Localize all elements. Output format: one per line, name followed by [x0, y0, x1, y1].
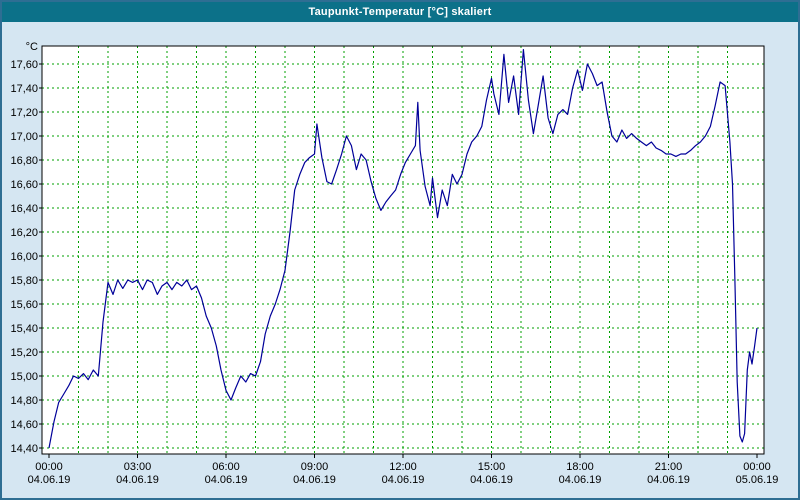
x-tick-time-label: 00:00 — [35, 461, 63, 473]
x-tick-time-label: 12:00 — [389, 461, 417, 473]
x-tick-date-label: 04.06.19 — [470, 474, 513, 486]
x-tick-time-label: 15:00 — [478, 461, 506, 473]
y-tick-label: 16,60 — [10, 179, 38, 191]
x-tick-date-label: 04.06.19 — [116, 474, 159, 486]
y-axis-unit-label: °C — [26, 41, 38, 53]
chart-container: 00:00 04.06.19 03:00 04.06.19 06:00 04.06.19 0… — [2, 22, 798, 498]
y-tick-label: 14,40 — [10, 443, 38, 455]
y-tick-label: 15,60 — [10, 299, 38, 311]
y-tick-label: 17,60 — [10, 59, 38, 71]
x-tick-time-label: 03:00 — [124, 461, 152, 473]
y-tick-label: 16,00 — [10, 251, 38, 263]
x-tick-date-label: 04.06.19 — [559, 474, 602, 486]
x-tick-date-label: 04.06.19 — [28, 474, 71, 486]
title-bar: Taupunkt-Temperatur [°C] skaliert — [2, 2, 798, 22]
y-tick-label: 14,80 — [10, 395, 38, 407]
x-tick-date-label: 04.06.19 — [647, 474, 690, 486]
dew-point-chart: 00:0004.06.1903:0004.06.1906:0004.06.190… — [10, 41, 779, 486]
x-tick-time-label: 18:00 — [566, 461, 594, 473]
y-tick-label: 14,60 — [10, 419, 38, 431]
y-tick-label: 15,40 — [10, 323, 38, 335]
y-tick-label: 17,20 — [10, 107, 38, 119]
x-tick-time-label: 06:00 — [212, 461, 240, 473]
y-tick-label: 17,00 — [10, 131, 38, 143]
x-tick-time-label: 21:00 — [655, 461, 683, 473]
y-tick-label: 15,20 — [10, 347, 38, 359]
y-tick-label: 16,80 — [10, 155, 38, 167]
y-tick-label: 17,40 — [10, 83, 38, 95]
x-tick-date-label: 05.06.19 — [736, 474, 779, 486]
x-tick-time-label: 09:00 — [301, 461, 329, 473]
x-tick-time-label: 00:00 — [743, 461, 771, 473]
x-tick-date-label: 04.06.19 — [382, 474, 425, 486]
page-title: Taupunkt-Temperatur [°C] skaliert — [308, 6, 492, 18]
y-tick-label: 15,80 — [10, 275, 38, 287]
y-tick-label: 15,00 — [10, 371, 38, 383]
y-tick-label: 16,40 — [10, 203, 38, 215]
y-tick-label: 16,20 — [10, 227, 38, 239]
gridlines — [42, 46, 764, 454]
x-tick-date-label: 04.06.19 — [205, 474, 248, 486]
temperature-line — [48, 49, 758, 449]
x-tick-date-label: 04.06.19 — [293, 474, 336, 486]
